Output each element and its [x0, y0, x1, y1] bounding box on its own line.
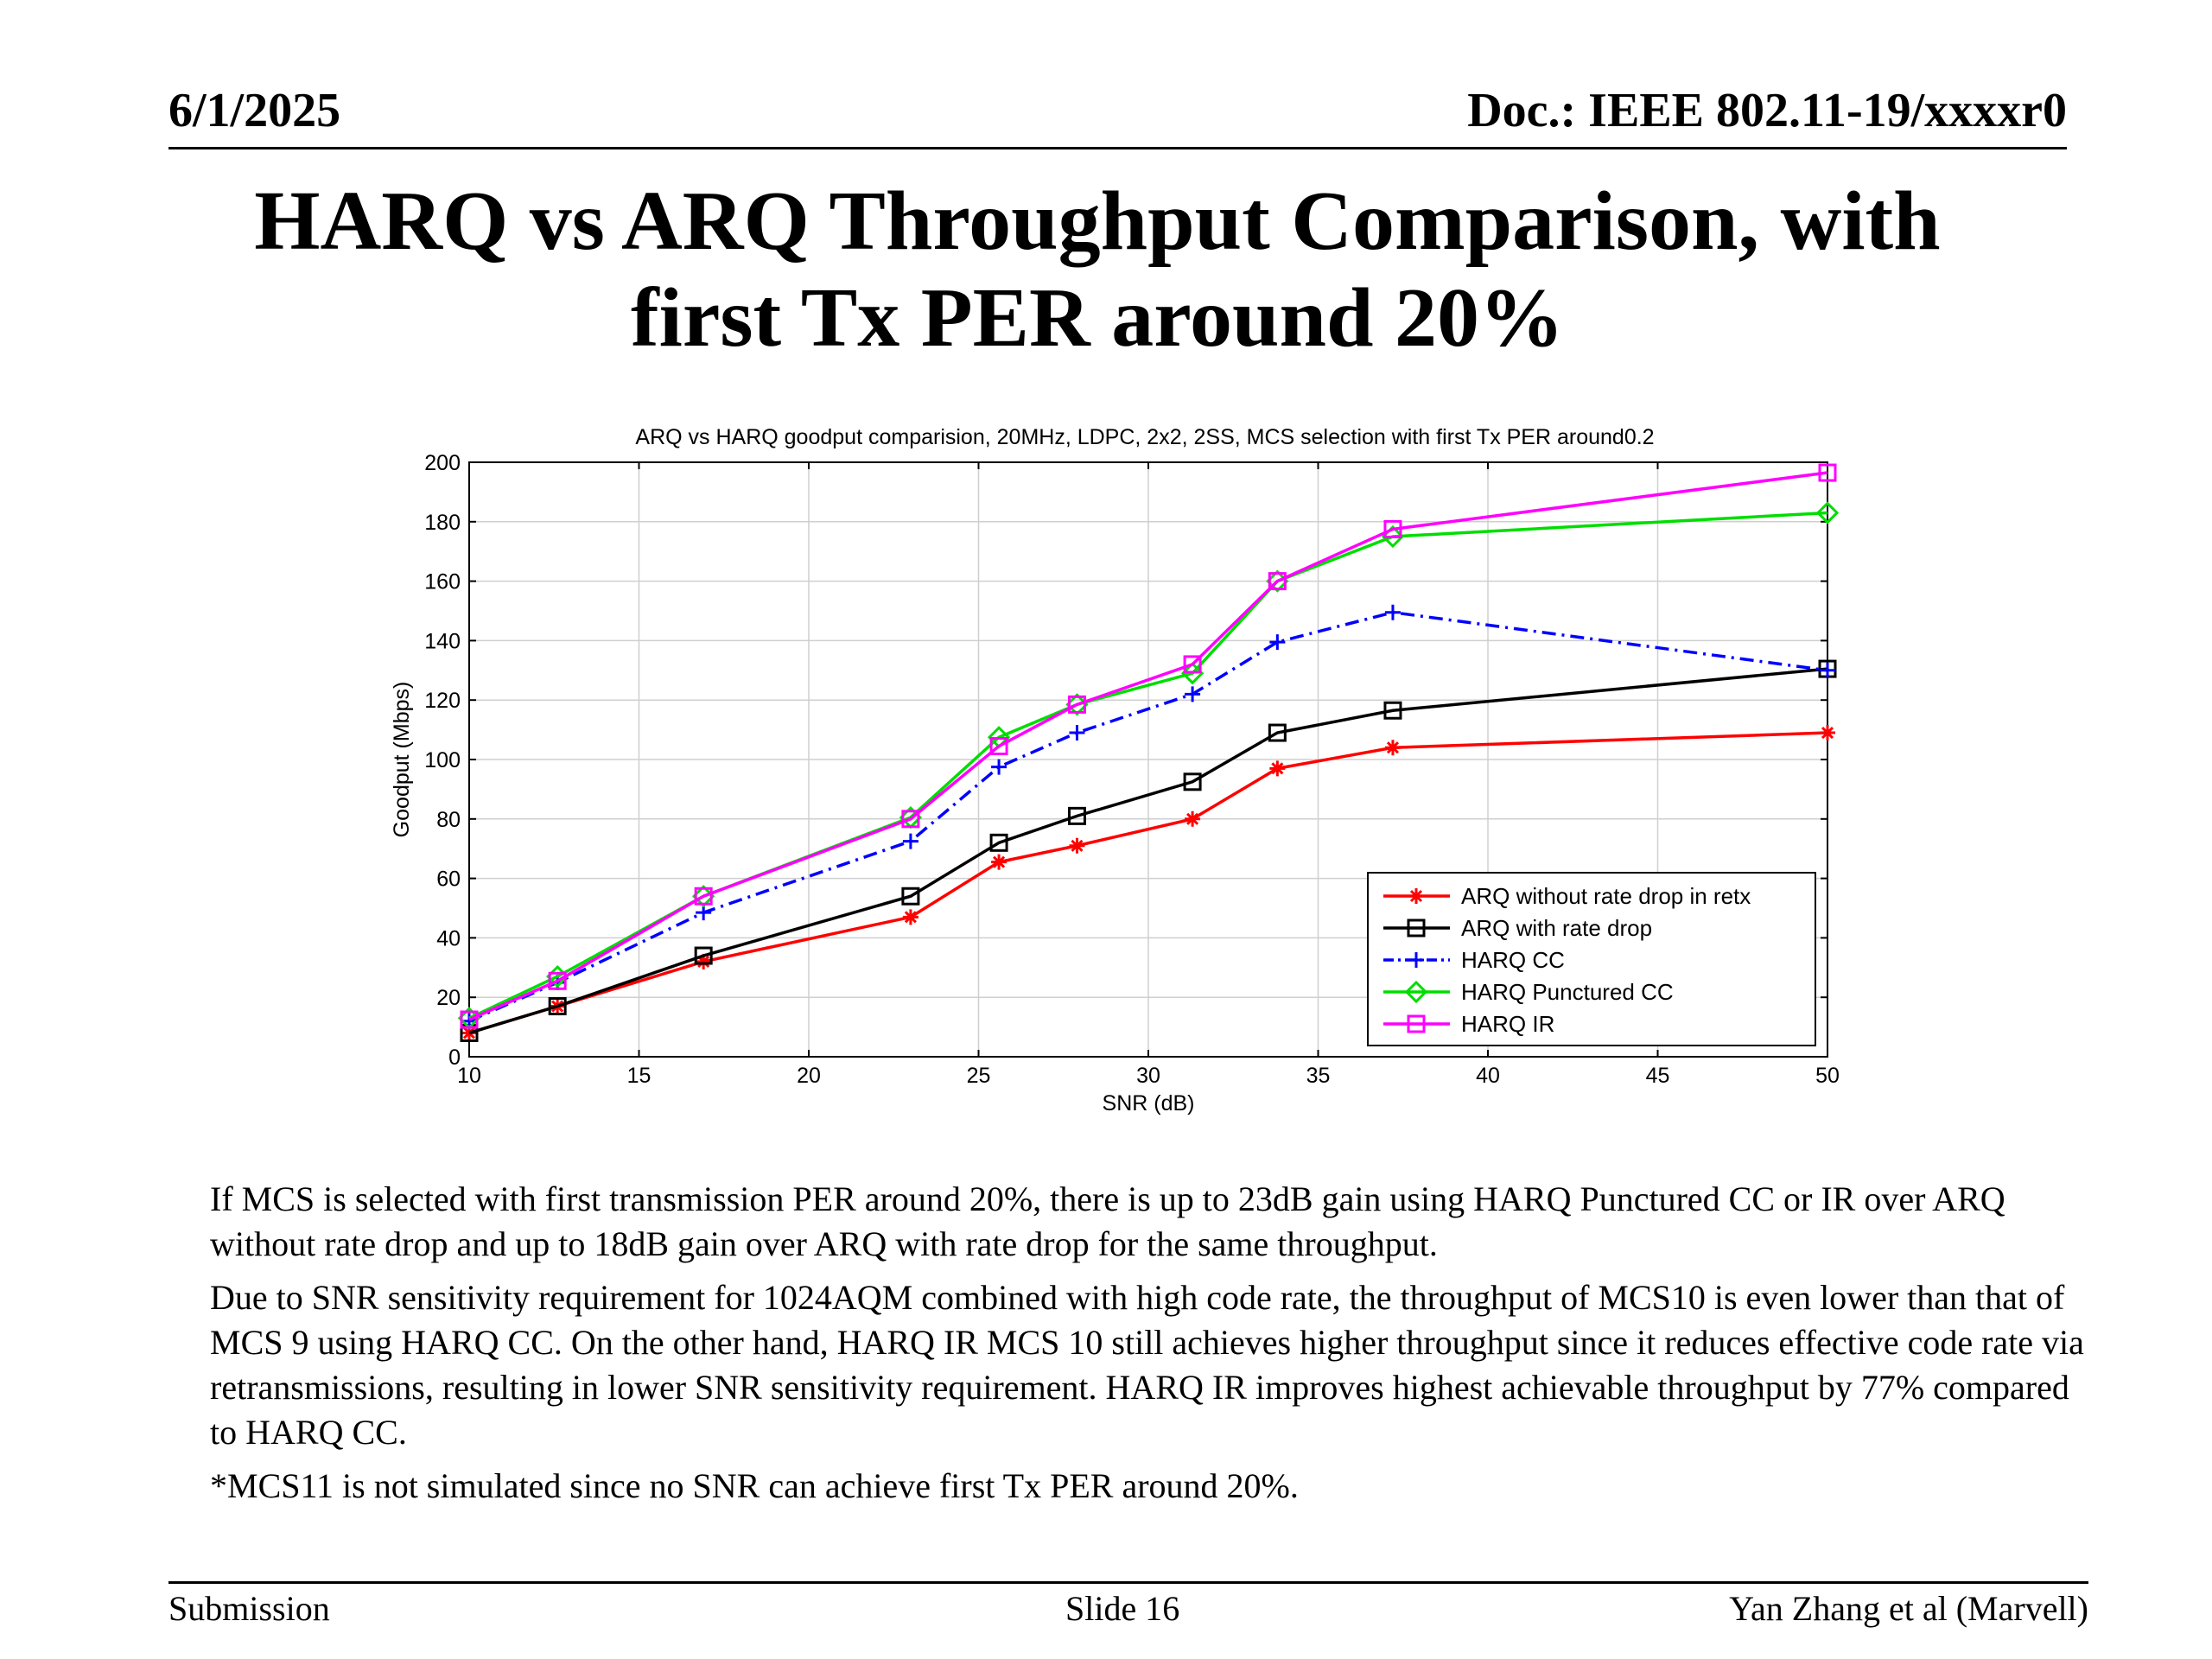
- legend-entry: HARQ IR: [1461, 1011, 1554, 1037]
- data-point: [696, 953, 712, 969]
- data-point: [901, 887, 920, 906]
- data-point: [1069, 837, 1085, 854]
- y-tick-label: 200: [424, 451, 461, 475]
- y-tick-label: 120: [424, 689, 461, 713]
- data-point: [1269, 760, 1286, 777]
- data-point: [1185, 810, 1201, 827]
- y-tick-label: 0: [448, 1046, 461, 1070]
- data-point: [991, 759, 1007, 775]
- data-point: [548, 997, 567, 1016]
- footer-submission: Submission: [168, 1589, 330, 1628]
- y-tick-label: 100: [424, 748, 461, 772]
- data-point: [1067, 806, 1086, 825]
- data-point: [989, 737, 1008, 756]
- legend-entry: HARQ CC: [1461, 947, 1565, 973]
- series-line: [468, 471, 1828, 1021]
- chart-title: ARQ vs HARQ goodput comparision, 20MHz, …: [635, 425, 1654, 449]
- data-point: [1384, 604, 1401, 620]
- data-point: [1180, 662, 1205, 685]
- data-point: [1820, 725, 1835, 741]
- y-tick-label: 20: [436, 986, 461, 1010]
- y-tick-label: 140: [424, 629, 461, 653]
- x-tick-label: 15: [627, 1064, 652, 1088]
- series-line: [468, 731, 1828, 1035]
- x-tick-label: 45: [1646, 1064, 1670, 1088]
- x-tick-label: 10: [457, 1064, 481, 1088]
- y-tick-label: 40: [436, 926, 461, 950]
- x-tick-label: 50: [1815, 1064, 1840, 1088]
- data-point: [1268, 572, 1287, 591]
- header-doc-id: Doc.: IEEE 802.11-19/xxxxr0: [1467, 84, 2067, 137]
- data-point: [1407, 1014, 1426, 1033]
- data-point: [694, 946, 713, 965]
- data-point: [1408, 888, 1424, 904]
- data-point: [1384, 740, 1401, 756]
- x-tick-label: 30: [1136, 1064, 1160, 1088]
- data-point: [989, 833, 1008, 852]
- data-point: [1067, 695, 1086, 714]
- data-point: [694, 887, 713, 906]
- x-tick-label: 40: [1476, 1064, 1500, 1088]
- slide-title: HARQ vs ARQ Throughput Comparison, with …: [168, 173, 2026, 366]
- body-paragraph-3: *MCS11 is not simulated since no SNR can…: [210, 1466, 1299, 1505]
- series-4: [460, 463, 1837, 1029]
- data-point: [902, 909, 918, 925]
- data-point: [1815, 501, 1840, 524]
- goodput-chart: ARQ vs HARQ goodput comparision, 20MHz, …: [390, 425, 1840, 1116]
- data-point: [901, 810, 920, 829]
- data-point: [1269, 634, 1286, 651]
- slide-title-line-2: first Tx PER around 20%: [631, 271, 1564, 365]
- data-point: [548, 971, 567, 990]
- data-point: [1183, 655, 1202, 674]
- plot-frame: [468, 461, 1828, 1058]
- series-line: [468, 511, 1828, 1020]
- series-line: [468, 667, 1828, 1035]
- body-paragraph-2: Due to SNR sensitivity requirement for 1…: [210, 1278, 2084, 1452]
- footer-rule: [168, 1581, 2088, 1584]
- data-point: [1820, 662, 1835, 678]
- x-tick-label: 20: [797, 1064, 821, 1088]
- data-point: [991, 854, 1007, 870]
- data-point: [1383, 519, 1402, 538]
- data-point: [1183, 772, 1202, 791]
- series-line: [468, 610, 1828, 1023]
- data-point: [1383, 701, 1402, 720]
- legend-entry: HARQ Punctured CC: [1461, 979, 1674, 1005]
- footer-slide-number: Slide 16: [1065, 1589, 1180, 1628]
- y-tick-label: 180: [424, 511, 461, 535]
- chart-ticks: 10 15 20 25 30 35 40 45 50 0 20 40 60 80 100 120 140 160 1…: [424, 451, 1840, 1088]
- chart-series: [457, 463, 1840, 1042]
- data-point: [1185, 686, 1201, 702]
- data-point: [1268, 723, 1287, 742]
- legend-entry: ARQ without rate drop in retx: [1461, 883, 1751, 909]
- body-paragraph-1: If MCS is selected with first transmissi…: [210, 1179, 2005, 1263]
- x-axis-label: SNR (dB): [1103, 1091, 1195, 1116]
- header-rule: [168, 147, 2067, 149]
- legend-entry: ARQ with rate drop: [1461, 915, 1652, 941]
- data-point: [1407, 918, 1426, 938]
- data-point: [460, 1010, 479, 1029]
- y-tick-label: 60: [436, 868, 461, 892]
- data-point: [1818, 463, 1837, 482]
- body-text: If MCS is selected with first transmissi…: [210, 1177, 2094, 1517]
- x-tick-label: 35: [1306, 1064, 1331, 1088]
- x-tick-label: 25: [967, 1064, 991, 1088]
- data-point: [902, 833, 918, 849]
- data-point: [1069, 725, 1085, 741]
- y-tick-label: 160: [424, 570, 461, 594]
- footer-author: Yan Zhang et al (Marvell): [1729, 1589, 2088, 1628]
- data-point: [1408, 952, 1424, 968]
- chart-legend: ARQ without rate drop in retx ARQ with ra…: [1367, 872, 1816, 1046]
- data-point: [1404, 980, 1428, 1004]
- header-date: 6/1/2025: [168, 84, 341, 137]
- slide-title-line-1: HARQ vs ARQ Throughput Comparison, with: [254, 175, 1941, 268]
- y-tick-label: 80: [436, 808, 461, 832]
- y-axis-label: Goodput (Mbps): [390, 682, 414, 838]
